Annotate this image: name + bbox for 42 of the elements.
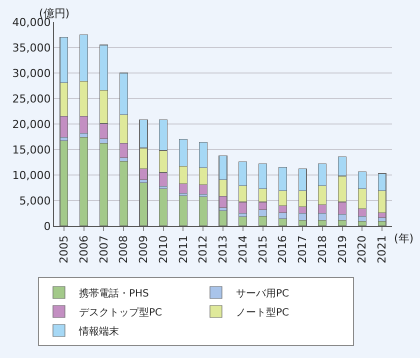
x-tick-label: 2016 — [276, 235, 290, 264]
legend-label: デスクトップ型PC — [78, 306, 162, 318]
y-tick-label: 30,000 — [12, 66, 51, 80]
bar — [218, 210, 228, 226]
bar — [119, 160, 128, 226]
bar — [159, 188, 168, 226]
bar — [238, 216, 248, 226]
bar — [139, 182, 148, 226]
x-tick-label: 2011 — [176, 235, 190, 264]
x-tick-label: 2010 — [156, 235, 170, 264]
y-tick-label: 10,000 — [12, 168, 51, 182]
x-tick-label: 2020 — [356, 235, 369, 264]
bar — [198, 196, 208, 226]
x-tick-label: 2009 — [137, 235, 150, 264]
y-tick-label: 15,000 — [12, 143, 51, 156]
bar — [99, 143, 108, 226]
x-tick-label: 2015 — [256, 235, 270, 264]
x-tick-label: 2005 — [58, 235, 71, 264]
x-tick-label: 2018 — [316, 235, 329, 264]
x-tick-label: 2008 — [117, 235, 130, 264]
x-tick-label: 2013 — [216, 235, 230, 264]
legend-label: 情報端末 — [78, 325, 119, 338]
bar — [80, 136, 88, 226]
x-tick-label: 2007 — [97, 235, 110, 264]
bar — [60, 140, 68, 226]
legend-label: ノート型PC — [236, 306, 289, 318]
y-tick-label: 5,000 — [19, 194, 51, 208]
x-tick-label: 2014 — [236, 235, 250, 264]
bar — [378, 221, 386, 226]
x-tick-label: 2021 — [376, 235, 389, 264]
y-tick-label: 0 — [44, 220, 51, 233]
y-tick-label: 35,000 — [12, 41, 51, 54]
y-tick-label: 20,000 — [12, 118, 51, 131]
x-tick-label: 2006 — [77, 235, 90, 264]
y-tick-label: 25,000 — [12, 92, 51, 106]
x-tick-label: 2017 — [296, 235, 310, 264]
x-tick-label: 2019 — [336, 235, 349, 264]
legend-label: サーバ用PC — [236, 288, 289, 300]
legend-label: 携帯電話・PHS — [78, 287, 149, 300]
x-axis-title: (年) — [394, 232, 414, 245]
bar — [178, 196, 188, 226]
x-tick-label: 2012 — [196, 235, 210, 264]
